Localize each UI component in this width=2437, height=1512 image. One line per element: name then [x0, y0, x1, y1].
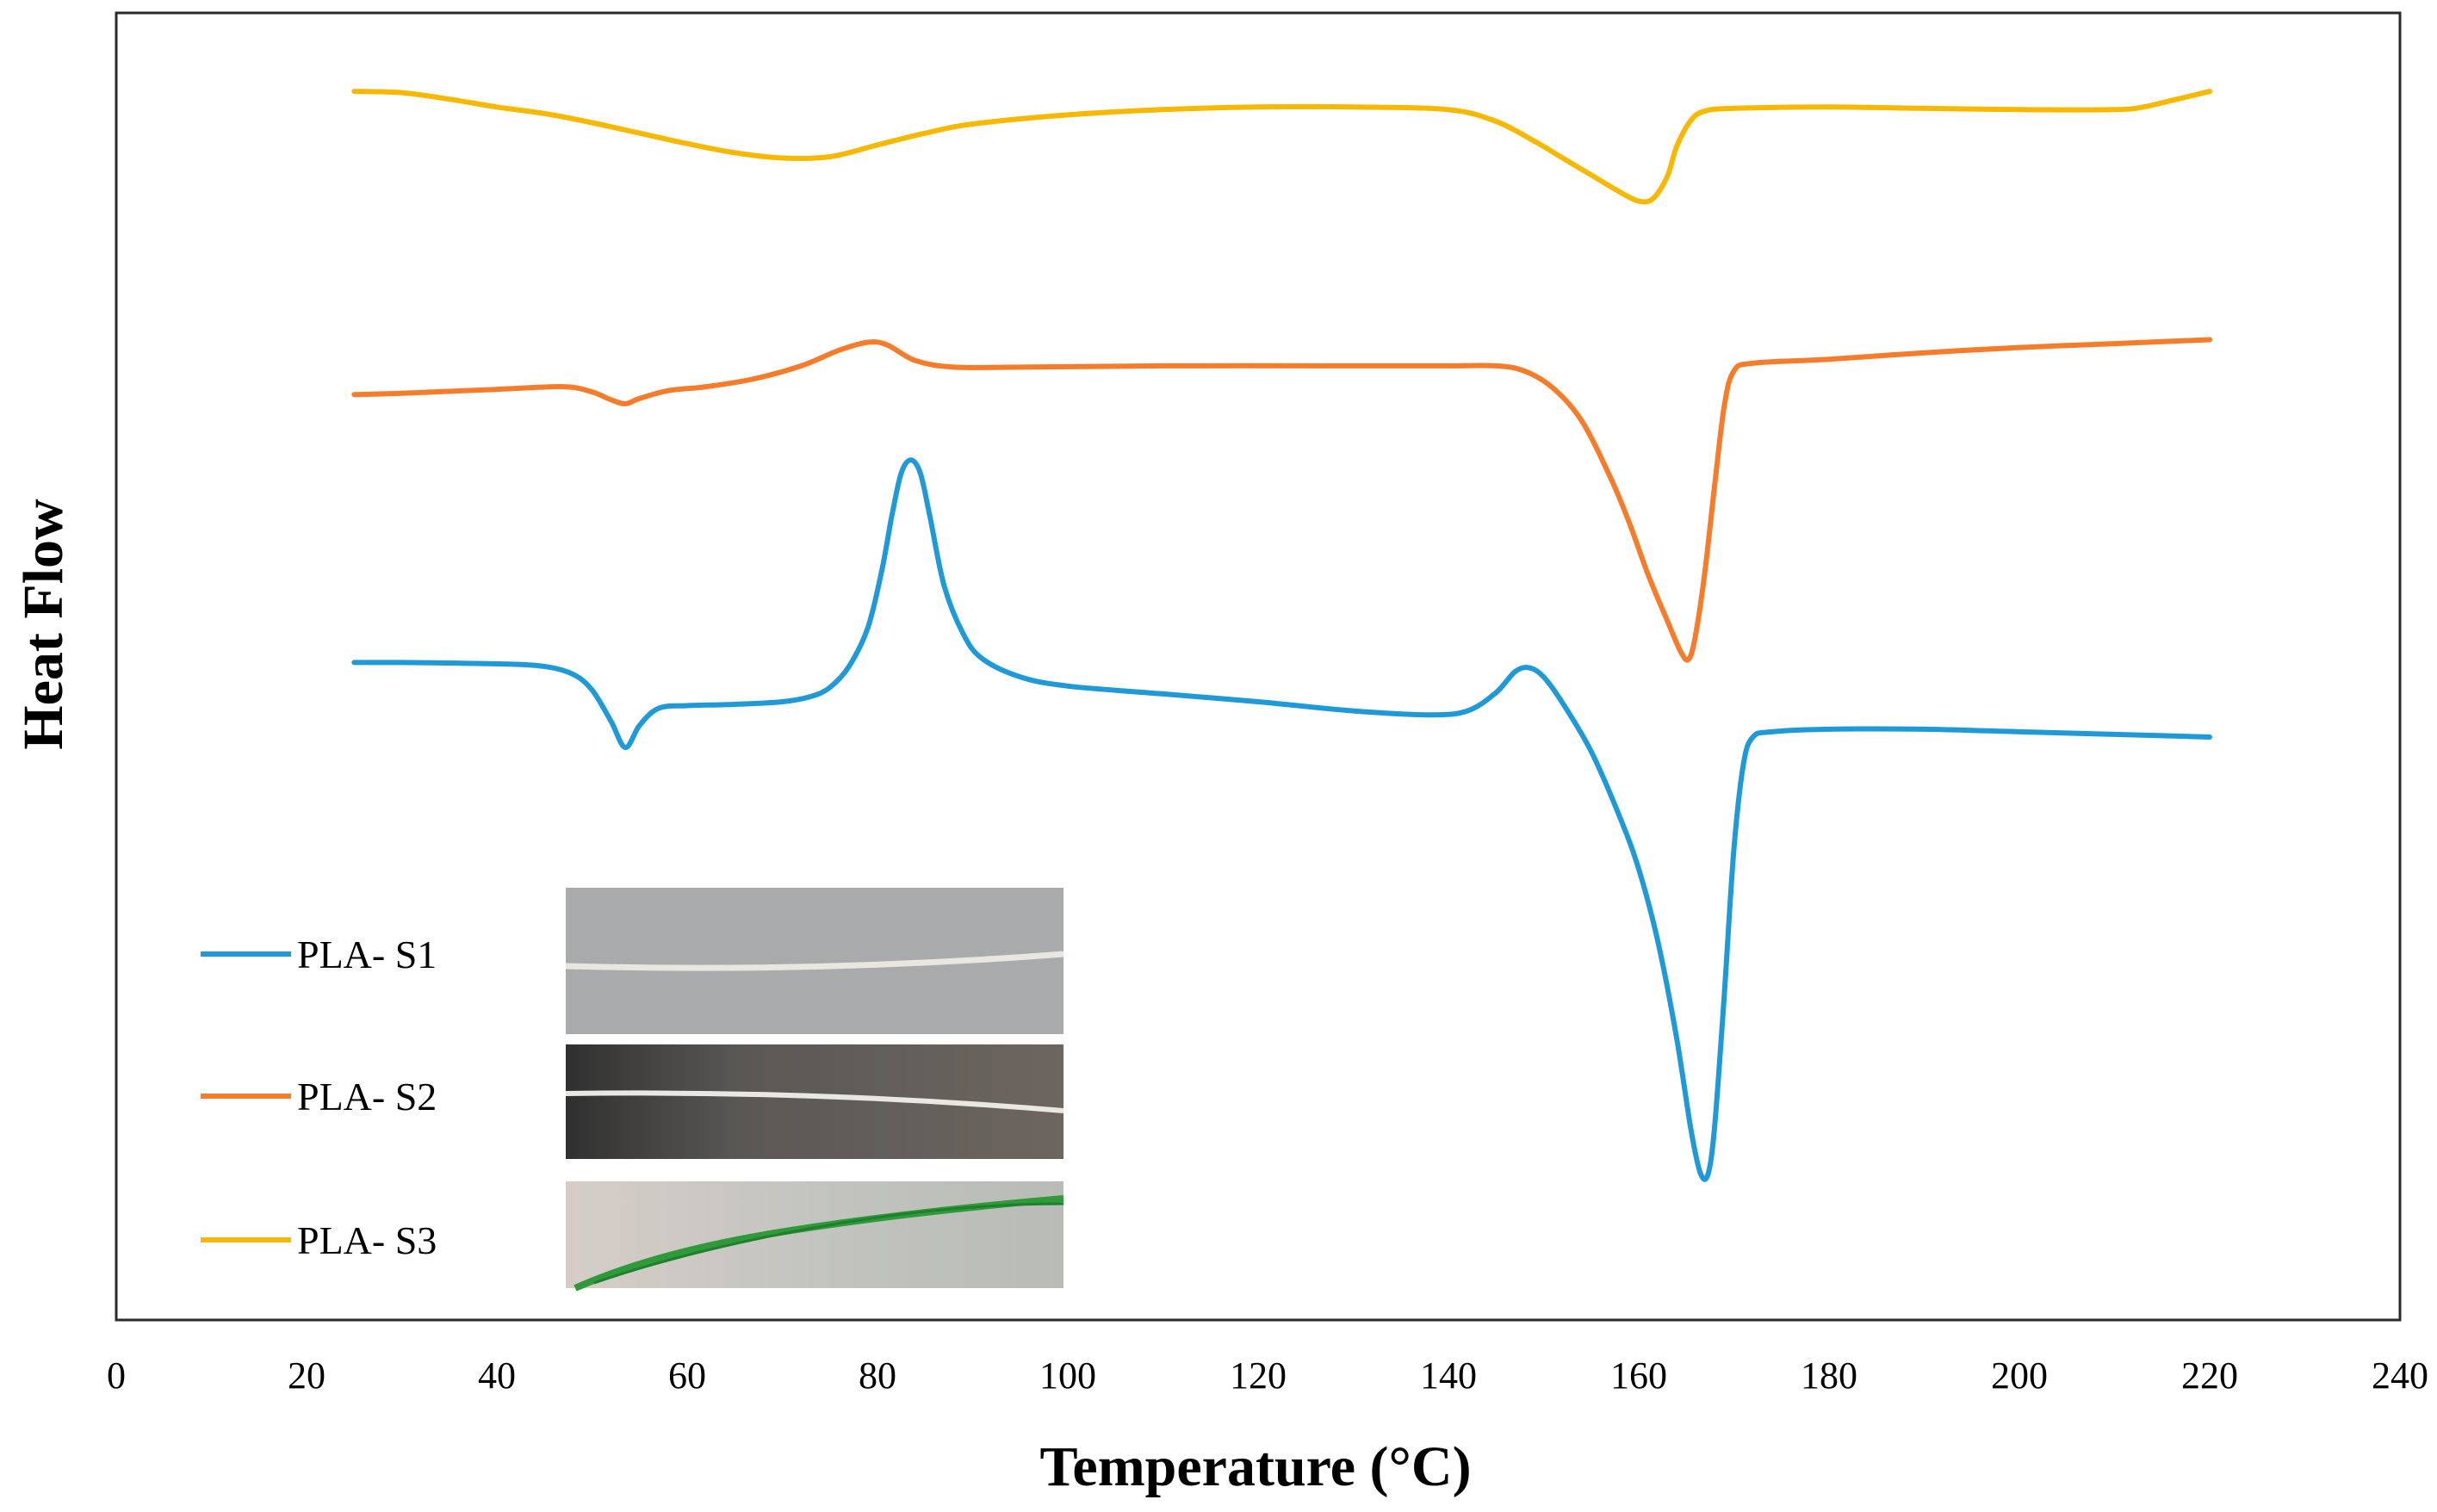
sample-photo-s3 [566, 1181, 1064, 1292]
legend-label-2: PLA- S2 [297, 1075, 437, 1119]
x-tick-label: 180 [1801, 1354, 1857, 1397]
legend-label-1: PLA- S1 [297, 933, 437, 976]
series-line-3 [351, 89, 2212, 205]
x-tick-label: 100 [1039, 1354, 1096, 1397]
series-line-2 [351, 337, 2212, 663]
x-tick-label: 120 [1230, 1354, 1287, 1397]
x-tick-label: 20 [288, 1354, 326, 1397]
legend: PLA- S1 PLA- S2 PLA- S3 [201, 888, 1064, 1292]
x-tick-label: 220 [2181, 1354, 2238, 1397]
x-tick-label: 240 [2372, 1354, 2428, 1397]
x-axis-title: Temperature (°C) [1039, 1435, 1471, 1498]
series-line-1 [351, 457, 2212, 1182]
legend-label-3: PLA- S3 [297, 1218, 437, 1262]
plot-frame [115, 11, 2402, 1322]
x-axis-ticks: 0 20 40 60 80 100 120 140 160 180 200 220 240 [107, 1354, 2428, 1397]
x-tick-label: 200 [1991, 1354, 2048, 1397]
y-axis-title: Heat Flow [12, 499, 75, 750]
x-tick-label: 80 [859, 1354, 896, 1397]
x-tick-label: 160 [1610, 1354, 1667, 1397]
sample-photo-s2 [565, 1044, 1064, 1159]
x-tick-label: 0 [107, 1354, 126, 1397]
x-tick-label: 140 [1420, 1354, 1477, 1397]
sample-photo-s1 [565, 888, 1064, 1034]
x-tick-label: 60 [668, 1354, 706, 1397]
series-layer [351, 89, 2212, 1182]
x-tick-label: 40 [478, 1354, 516, 1397]
